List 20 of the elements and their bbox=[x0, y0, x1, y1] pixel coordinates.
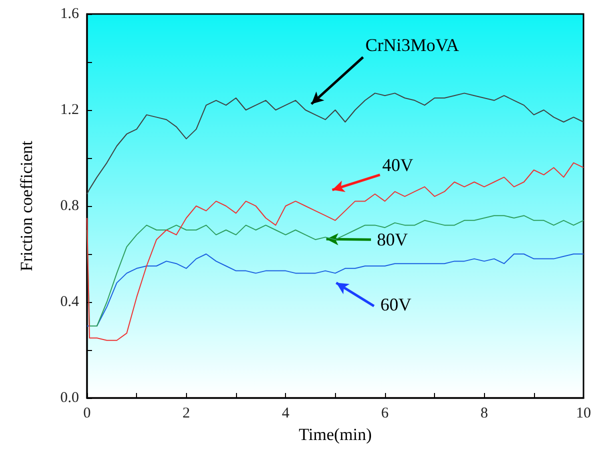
y-tick-label: 0.8 bbox=[60, 198, 79, 214]
y-tick-label: 1.2 bbox=[60, 102, 79, 118]
x-tick-label: 8 bbox=[480, 406, 488, 422]
y-tick-label: 0.4 bbox=[60, 294, 80, 310]
x-tick-label: 6 bbox=[381, 406, 390, 422]
series-label: 60V bbox=[380, 294, 412, 314]
y-tick-label: 0.0 bbox=[60, 390, 79, 406]
x-tick-label: 10 bbox=[576, 406, 591, 422]
line-series bbox=[86, 92, 584, 194]
line-series bbox=[86, 215, 584, 326]
series-label: 80V bbox=[376, 230, 408, 250]
line-series bbox=[86, 254, 584, 326]
text: CrNi3MoVA bbox=[365, 35, 460, 56]
y-tick-label: 1.6 bbox=[60, 6, 80, 22]
series-label: 40V bbox=[382, 155, 414, 176]
x-tick-label: 4 bbox=[282, 406, 290, 422]
y-axis-title: Friction coefficient bbox=[17, 140, 36, 272]
x-axis-title: Time(min) bbox=[298, 425, 372, 444]
x-tick-label: 2 bbox=[182, 406, 190, 422]
x-tick-label: 0 bbox=[83, 406, 91, 422]
